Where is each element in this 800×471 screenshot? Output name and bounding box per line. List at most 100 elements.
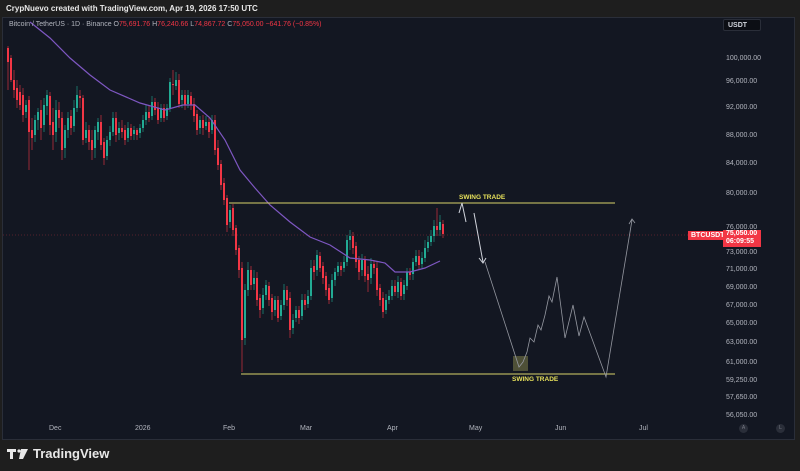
candle-body xyxy=(412,262,414,274)
candle-body xyxy=(409,272,411,275)
candle-body xyxy=(118,128,120,133)
candle-body xyxy=(355,246,357,262)
candle-body xyxy=(97,122,99,132)
candle-body xyxy=(205,122,207,126)
candle-body xyxy=(127,128,129,138)
candle-body xyxy=(316,255,318,270)
candle-body xyxy=(286,290,288,300)
bar-countdown: 06:09:55 xyxy=(726,238,755,245)
swing-trade-lower-label: SWING TRADE xyxy=(512,376,559,383)
candle-body xyxy=(151,102,153,116)
candle-body xyxy=(310,268,312,296)
candle-body xyxy=(46,95,48,106)
open-value: 75,691.76 xyxy=(119,21,151,28)
swing-trade-upper-label: SWING TRADE xyxy=(459,194,506,201)
candle-body xyxy=(148,112,150,118)
candle-body xyxy=(262,295,264,308)
candle-body xyxy=(364,260,366,276)
time-tick-label: 2026 xyxy=(135,425,151,432)
candle-body xyxy=(142,120,144,128)
candle-body xyxy=(28,100,30,132)
candle-body xyxy=(163,108,165,118)
time-tick-label: Jul xyxy=(639,425,648,432)
last-price-tag: 75,050.00 06:09:55 xyxy=(723,230,761,247)
candle-body xyxy=(259,298,261,310)
candle-body xyxy=(109,132,111,140)
candle-body xyxy=(112,118,114,132)
candle-body xyxy=(124,130,126,140)
candle-body xyxy=(298,310,300,318)
candle-body xyxy=(139,128,141,133)
brand-name: TradingView xyxy=(33,446,110,461)
candle-body xyxy=(169,82,171,108)
price-tick-label: 69,000.00 xyxy=(726,284,758,291)
currency-button[interactable]: USDT xyxy=(723,19,761,31)
candle-body xyxy=(427,242,429,248)
time-tick-label: Apr xyxy=(387,425,398,432)
candle-body xyxy=(361,260,363,270)
candle-body xyxy=(289,298,291,330)
candle-body xyxy=(10,58,12,80)
candle-body xyxy=(304,300,306,305)
arrowhead-down-icon xyxy=(478,257,487,264)
candle-body xyxy=(313,266,315,272)
candle-body xyxy=(367,274,369,280)
price-tick-label: 96,000.00 xyxy=(726,78,758,85)
candle-body xyxy=(172,84,174,85)
candle-body xyxy=(7,48,9,62)
tradingview-logo-icon xyxy=(7,448,28,459)
candle-body xyxy=(217,148,219,165)
candle-body xyxy=(418,256,420,265)
candle-body xyxy=(79,96,81,98)
price-tick-label: 92,000.00 xyxy=(726,104,758,111)
candle-body xyxy=(406,272,408,286)
candle-body xyxy=(340,266,342,270)
candle-body xyxy=(319,256,321,268)
chart-panel[interactable] xyxy=(2,17,795,440)
candle-body xyxy=(154,102,156,110)
candle-body xyxy=(301,300,303,316)
price-tick-label: 59,250.00 xyxy=(726,377,758,384)
candle-body xyxy=(157,108,159,120)
candle-body xyxy=(211,120,213,130)
candle-body xyxy=(145,112,147,120)
candle-body xyxy=(403,285,405,294)
candle-body xyxy=(85,130,87,138)
candle-body xyxy=(307,296,309,304)
candle-body xyxy=(373,264,375,268)
target-zone-box xyxy=(513,356,528,371)
candle-body xyxy=(265,285,267,295)
candle-body xyxy=(34,120,36,135)
candle-body xyxy=(115,118,117,135)
candle-body xyxy=(166,108,168,116)
price-tick-label: 84,000.00 xyxy=(726,160,758,167)
candle-body xyxy=(439,222,441,230)
price-tick-label: 73,000.00 xyxy=(726,249,758,256)
candle-body xyxy=(160,108,162,118)
candle-body xyxy=(55,110,57,132)
high-label: H xyxy=(152,21,158,28)
candle-body xyxy=(379,288,381,300)
candle-body xyxy=(292,320,294,328)
candle-body xyxy=(202,120,204,128)
candle-body xyxy=(331,280,333,298)
symbol-name: Bitcoin / TetherUS · 1D · Binance xyxy=(9,21,112,28)
projection-path xyxy=(484,219,633,379)
candle-body xyxy=(64,130,66,148)
candle-body xyxy=(91,140,93,150)
candle-body xyxy=(187,95,189,104)
candle-body xyxy=(277,300,279,318)
auto-scale-button[interactable]: A xyxy=(739,424,748,433)
candle-body xyxy=(442,224,444,234)
candle-body xyxy=(400,282,402,296)
candle-body xyxy=(388,296,390,300)
candle-body xyxy=(280,305,282,316)
log-scale-button[interactable]: L xyxy=(776,424,785,433)
projection-arrow-down xyxy=(473,212,484,263)
low-label: L xyxy=(190,21,195,28)
candle-body xyxy=(121,128,123,132)
candle-body xyxy=(244,290,246,338)
candle-body xyxy=(181,95,183,100)
candle-body xyxy=(19,92,21,105)
